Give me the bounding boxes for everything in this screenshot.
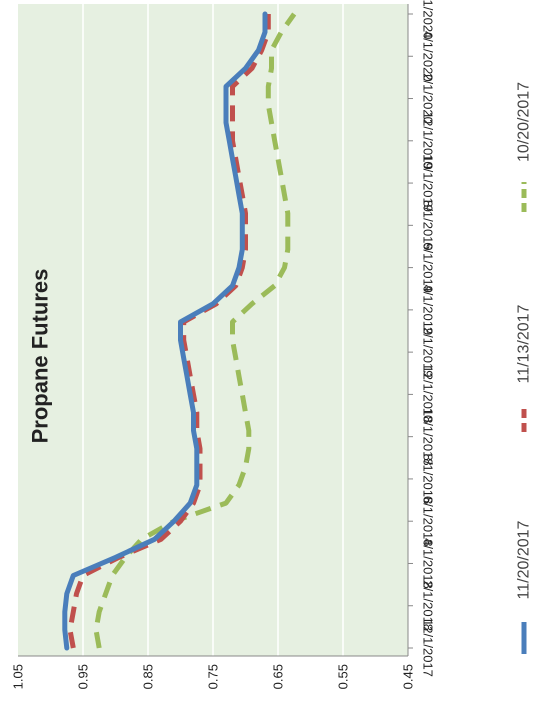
y-tick-labels: 1.05 0.95 0.85 0.75 0.65 0.55 0.45: [11, 664, 416, 689]
x-tick-label: 2/1/2020: [421, 73, 436, 124]
x-tick-label: 6/1/2020: [421, 0, 436, 39]
y-tick-label: 0.85: [141, 664, 156, 689]
legend: 11/20/2017 11/13/2017 10/20/2017: [516, 82, 533, 654]
y-tick-label: 0.95: [76, 664, 91, 689]
x-tick-label: 12/1/2017: [421, 619, 436, 677]
x-tick-label: 10/1/2019: [421, 154, 436, 212]
x-tick-label: 12/1/2018: [421, 365, 436, 423]
gridlines: [82, 4, 344, 656]
y-tick-label: 0.45: [401, 664, 416, 689]
series-lines: [62, 11, 297, 651]
x-tick-label: 8/1/2019: [421, 200, 436, 251]
legend-label-1: 11/20/2017: [516, 520, 533, 599]
x-tick-label: 8/1/2018: [421, 454, 436, 505]
y-tick-label: 0.55: [336, 664, 351, 689]
x-tick-label: 4/1/2019: [421, 285, 436, 336]
legend-label-2: 11/13/2017: [516, 304, 533, 383]
chart-title: Propane Futures: [28, 269, 53, 444]
y-tick-label: 1.05: [11, 664, 26, 689]
y-tick-label: 0.65: [271, 664, 286, 689]
x-tick-label: 4/1/2018: [421, 538, 436, 589]
x-tick-label: 6/1/2019: [421, 242, 436, 293]
x-tick-label: 6/1/2018: [421, 496, 436, 547]
x-tick-labels: 12/1/20172/1/20184/1/20186/1/20188/1/201…: [408, 0, 436, 677]
x-tick-label: 10/1/2018: [421, 408, 436, 466]
x-tick-label: 2/1/2018: [421, 580, 436, 631]
x-tick-label: 4/1/2020: [421, 31, 436, 82]
legend-label-3: 10/20/2017: [516, 82, 533, 162]
series-line-1: [62, 11, 268, 651]
y-tick-label: 0.75: [206, 664, 221, 689]
x-tick-label: 12/1/2019: [421, 112, 436, 170]
series-line-2: [67, 14, 271, 649]
series-line-3: [93, 12, 297, 649]
x-tick-label: 2/1/2019: [421, 327, 436, 378]
axis-lines: [18, 4, 409, 657]
